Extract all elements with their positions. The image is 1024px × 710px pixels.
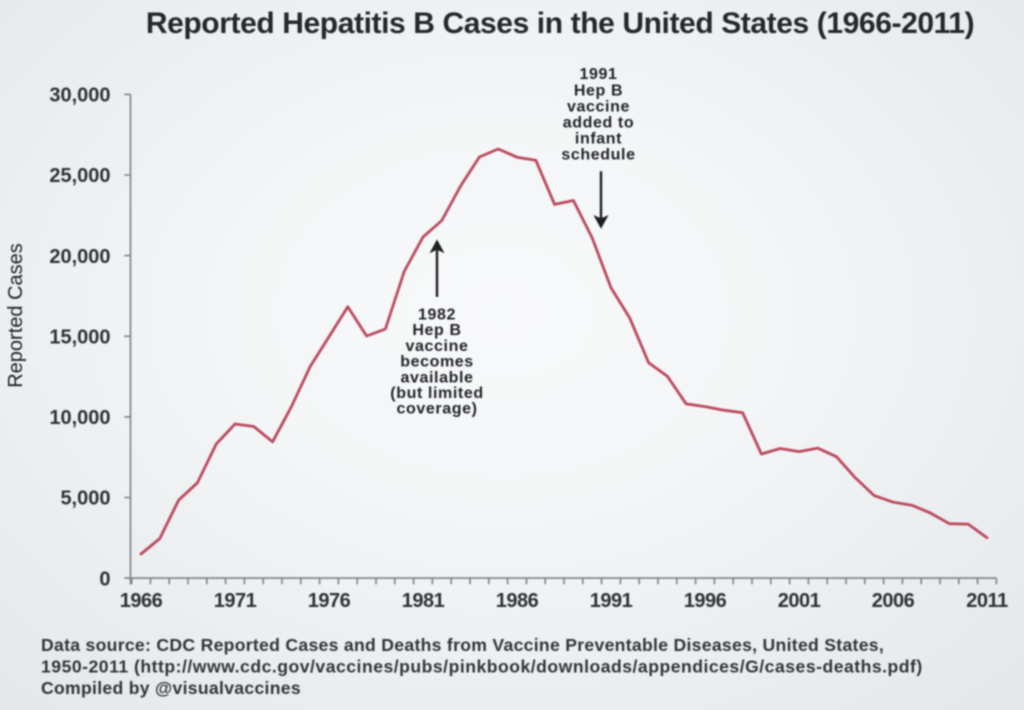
svg-text:30,000: 30,000 [49, 85, 110, 107]
svg-text:Hep B: Hep B [412, 322, 461, 339]
svg-text:5,000: 5,000 [60, 488, 110, 510]
svg-text:vaccine: vaccine [406, 338, 469, 355]
svg-text:Compiled by @visualvaccines: Compiled by @visualvaccines [41, 678, 301, 698]
svg-text:1986: 1986 [496, 590, 539, 612]
svg-text:0: 0 [99, 568, 110, 590]
svg-text:2011: 2011 [966, 590, 1008, 612]
svg-text:2001: 2001 [778, 590, 821, 612]
svg-text:1991: 1991 [590, 590, 633, 612]
svg-text:Data source: CDC Reported Case: Data source: CDC Reported Cases and Deat… [41, 635, 884, 655]
svg-text:25,000: 25,000 [49, 165, 110, 187]
svg-text:Reported Cases: Reported Cases [5, 243, 27, 388]
svg-text:1966: 1966 [120, 590, 163, 612]
svg-text:1971: 1971 [214, 590, 257, 612]
svg-text:10,000: 10,000 [49, 407, 110, 429]
svg-text:vaccine: vaccine [567, 98, 630, 115]
svg-text:2006: 2006 [872, 590, 915, 612]
svg-text:1996: 1996 [684, 590, 727, 612]
svg-text:becomes: becomes [400, 354, 474, 371]
svg-text:Reported Hepatitis B Cases in: Reported Hepatitis B Cases in the United… [146, 7, 974, 40]
svg-text:1982: 1982 [418, 307, 456, 324]
svg-text:Hep B: Hep B [574, 82, 623, 99]
svg-text:available: available [400, 369, 473, 386]
svg-text:1991: 1991 [580, 66, 618, 83]
svg-text:infant: infant [575, 131, 622, 148]
svg-text:(but limited: (but limited [390, 385, 483, 402]
svg-text:coverage): coverage) [397, 401, 478, 418]
svg-text:schedule: schedule [561, 147, 635, 164]
svg-text:added to: added to [563, 115, 634, 132]
svg-text:20,000: 20,000 [49, 246, 110, 268]
svg-text:1976: 1976 [308, 590, 351, 612]
svg-text:1981: 1981 [402, 590, 445, 612]
svg-text:15,000: 15,000 [49, 326, 110, 348]
svg-text:1950-2011 (http://www.cdc.gov/: 1950-2011 (http://www.cdc.gov/vaccines/p… [41, 657, 923, 677]
